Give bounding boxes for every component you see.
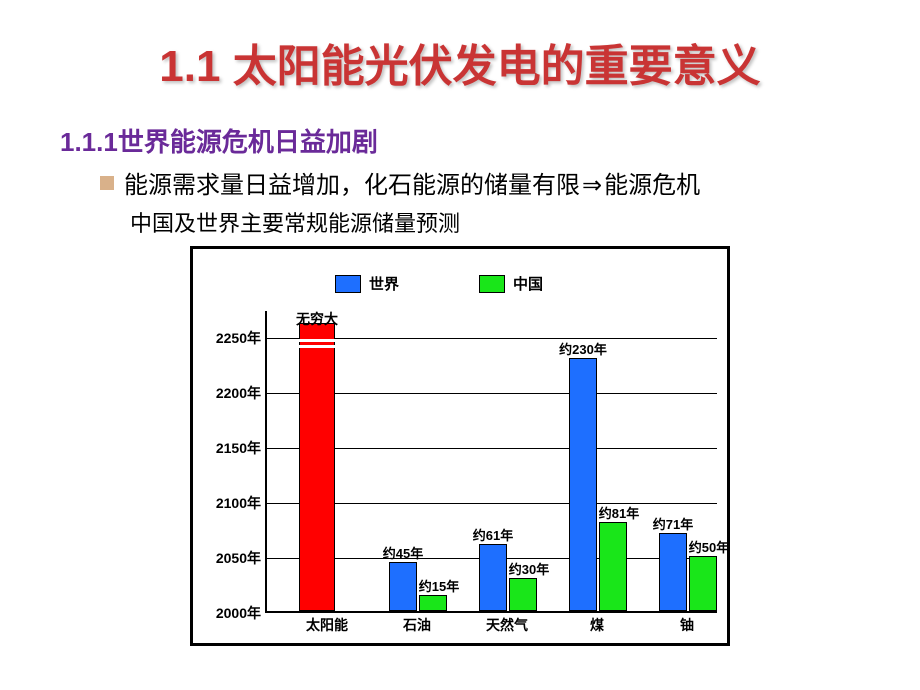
y-tick-label: 2050年 xyxy=(216,548,267,568)
y-tick-label: 2250年 xyxy=(216,328,267,348)
bar-label-china: 约81年 xyxy=(599,503,639,522)
legend-label: 中国 xyxy=(513,273,543,294)
legend-label: 世界 xyxy=(369,273,399,294)
y-tick-label: 2000年 xyxy=(216,603,267,623)
x-tick-label: 天然气 xyxy=(486,611,528,635)
bar-world xyxy=(659,533,687,611)
body-text: 能源需求量日益增加，化石能源的储量有限⇒能源危机 xyxy=(124,165,700,200)
body-part1: 能源需求量日益增加，化石能源的储量有限 xyxy=(124,172,580,199)
bullet-icon xyxy=(100,176,114,190)
legend-world: 世界 xyxy=(335,273,399,294)
body-part2: 能源危机 xyxy=(604,172,700,199)
legend-swatch xyxy=(479,275,505,293)
bar-solar xyxy=(299,323,335,611)
legend-china: 中国 xyxy=(479,273,543,294)
x-tick-label: 石油 xyxy=(403,611,431,635)
bar-label-china: 约15年 xyxy=(419,576,459,595)
bar-label-world: 约61年 xyxy=(473,525,513,544)
y-tick-label: 2100年 xyxy=(216,493,267,513)
bar-label-china: 约50年 xyxy=(689,537,729,556)
y-tick-label: 2150年 xyxy=(216,438,267,458)
section-subheading: 1.1.1世界能源危机日益加剧 xyxy=(60,122,880,159)
bar-china xyxy=(689,556,717,611)
reserves-chart: 2000年 2050年 2100年 2150年 2200年 2250年太阳能 无穷大石油 约4… xyxy=(190,246,730,646)
x-tick-label: 铀 xyxy=(680,611,694,635)
bar-label-world: 约230年 xyxy=(559,339,607,358)
bar-china xyxy=(599,522,627,611)
bar-label-china: 约30年 xyxy=(509,559,549,578)
arrow-icon: ⇒ xyxy=(580,172,604,199)
legend-swatch xyxy=(335,275,361,293)
y-tick-label: 2200年 xyxy=(216,383,267,403)
bar-china xyxy=(509,578,537,611)
infinity-label: 无穷大 xyxy=(296,309,338,329)
bar-world xyxy=(569,358,597,611)
slide-root: 1.1 太阳能光伏发电的重要意义 1.1.1世界能源危机日益加剧 能源需求量日益… xyxy=(0,0,920,690)
plot-area: 2000年2050年2100年2150年2200年2250年太阳能无穷大石油约4… xyxy=(265,311,717,613)
slide-title: 1.1 太阳能光伏发电的重要意义 xyxy=(40,30,880,94)
x-tick-label: 煤 xyxy=(590,611,604,635)
bar-china xyxy=(419,595,447,611)
bullet-line: 能源需求量日益增加，化石能源的储量有限⇒能源危机 xyxy=(100,165,880,200)
bar-label-world: 约71年 xyxy=(653,514,693,533)
bar-label-world: 约45年 xyxy=(383,543,423,562)
x-tick-label: 太阳能 xyxy=(306,611,348,635)
bar-world xyxy=(479,544,507,611)
bar-world xyxy=(389,562,417,611)
chart-caption: 中国及世界主要常规能源储量预测 xyxy=(130,206,880,238)
